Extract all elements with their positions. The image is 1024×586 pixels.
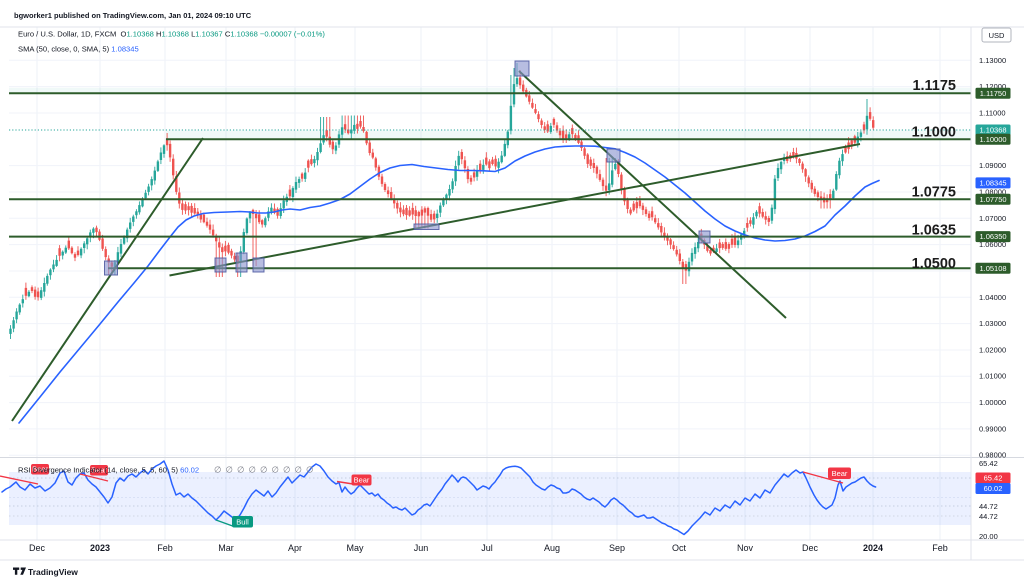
svg-text:Bear: Bear <box>32 464 48 473</box>
svg-text:TradingView: TradingView <box>28 567 78 577</box>
svg-text:Bull: Bull <box>236 517 249 526</box>
svg-text:Bear: Bear <box>354 475 370 484</box>
svg-text:1.01000: 1.01000 <box>979 372 1006 381</box>
svg-text:1.05108: 1.05108 <box>979 264 1006 273</box>
svg-text:1.0635: 1.0635 <box>912 223 956 239</box>
svg-text:1.09000: 1.09000 <box>979 161 1006 170</box>
svg-text:Apr: Apr <box>288 543 302 553</box>
svg-text:∅: ∅ <box>260 465 268 475</box>
svg-text:Bear: Bear <box>832 469 848 478</box>
svg-text:May: May <box>346 543 364 553</box>
svg-text:1.08345: 1.08345 <box>979 179 1006 188</box>
svg-text:1.1175: 1.1175 <box>912 78 956 94</box>
svg-text:∅: ∅ <box>272 465 280 475</box>
svg-text:1.0500: 1.0500 <box>912 256 956 272</box>
svg-text:1.02000: 1.02000 <box>979 346 1006 355</box>
svg-text:Oct: Oct <box>672 543 687 553</box>
svg-text:∅: ∅ <box>214 465 222 475</box>
svg-text:1.11000: 1.11000 <box>979 109 1006 118</box>
svg-text:1.08000: 1.08000 <box>979 188 1006 197</box>
svg-text:RSI Divergence Indicator (14,: RSI Divergence Indicator (14, close, 5, … <box>18 466 199 475</box>
svg-text:Bear: Bear <box>91 465 107 474</box>
svg-text:Jul: Jul <box>481 543 493 553</box>
svg-text:60.02: 60.02 <box>984 484 1003 493</box>
svg-text:2023: 2023 <box>90 543 110 553</box>
svg-text:1.06350: 1.06350 <box>979 232 1006 241</box>
svg-text:1.04000: 1.04000 <box>979 293 1006 302</box>
svg-text:1.10000: 1.10000 <box>979 135 1006 144</box>
svg-text:1.00000: 1.00000 <box>979 398 1006 407</box>
svg-text:SMA (50, close, 0, SMA, 5) 1.0: SMA (50, close, 0, SMA, 5) 1.08345 <box>18 45 139 54</box>
svg-text:bgworker1 published on Trading: bgworker1 published on TradingView.com, … <box>14 11 252 20</box>
svg-text:∅: ∅ <box>306 465 314 475</box>
svg-text:65.42: 65.42 <box>979 459 998 468</box>
svg-text:44.72: 44.72 <box>979 502 998 511</box>
svg-text:1.12000: 1.12000 <box>979 82 1006 91</box>
svg-text:1.11750: 1.11750 <box>980 89 1007 98</box>
svg-text:∅: ∅ <box>295 465 303 475</box>
svg-text:Euro / U.S. Dollar, 1D, FXCM: Euro / U.S. Dollar, 1D, FXCM O1.10368 H1… <box>18 30 325 39</box>
svg-text:∅: ∅ <box>226 465 234 475</box>
svg-text:1.06000: 1.06000 <box>979 240 1006 249</box>
svg-text:Nov: Nov <box>737 543 754 553</box>
svg-text:1.10368: 1.10368 <box>979 126 1006 135</box>
svg-text:1.1000: 1.1000 <box>912 125 956 141</box>
svg-text:Jun: Jun <box>414 543 429 553</box>
svg-text:1.0775: 1.0775 <box>912 185 956 201</box>
svg-text:∅: ∅ <box>283 465 291 475</box>
svg-text:1.13000: 1.13000 <box>979 56 1006 65</box>
svg-text:Sep: Sep <box>609 543 625 553</box>
svg-text:1.03000: 1.03000 <box>979 319 1006 328</box>
svg-text:Dec: Dec <box>29 543 46 553</box>
svg-text:Aug: Aug <box>544 543 560 553</box>
svg-text:0.98000: 0.98000 <box>979 451 1006 460</box>
svg-text:Dec: Dec <box>802 543 819 553</box>
svg-text:1.07000: 1.07000 <box>979 214 1006 223</box>
svg-text:∅: ∅ <box>237 465 245 475</box>
svg-text:44.72: 44.72 <box>979 512 998 521</box>
svg-text:USD: USD <box>989 31 1005 40</box>
svg-text:1.07750: 1.07750 <box>979 195 1006 204</box>
svg-text:∅: ∅ <box>249 465 257 475</box>
svg-text:20.00: 20.00 <box>979 532 998 541</box>
svg-text:Feb: Feb <box>157 543 173 553</box>
svg-text:65.42: 65.42 <box>984 474 1003 483</box>
svg-text:Mar: Mar <box>218 543 234 553</box>
svg-text:2024: 2024 <box>863 543 883 553</box>
svg-text:0.99000: 0.99000 <box>979 424 1006 433</box>
svg-text:Feb: Feb <box>932 543 948 553</box>
